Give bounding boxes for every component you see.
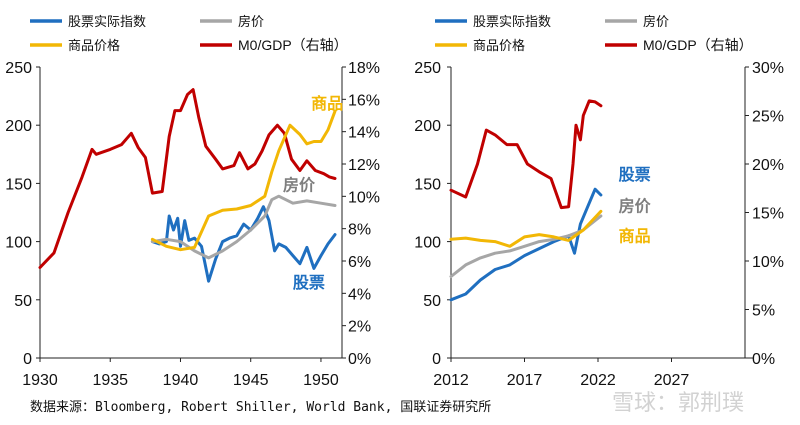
y-tick-label: 150 — [5, 176, 32, 193]
y-tick-label: 200 — [5, 118, 32, 135]
y2-tick-label: 0% — [752, 351, 775, 368]
y2-tick-label: 8% — [348, 222, 371, 239]
legend-label: M0/GDP（右轴） — [238, 37, 348, 53]
series-line-商品价格 — [449, 209, 603, 248]
y-tick-label: 0 — [432, 351, 441, 368]
x-tick-label: 1935 — [92, 372, 128, 389]
series-line-股票实际指数 — [449, 187, 603, 302]
legend-label: 股票实际指数 — [68, 15, 146, 30]
annotation-label: 股票 — [293, 273, 325, 292]
x-tick-label: 2022 — [580, 372, 616, 389]
y2-tick-label: 10% — [348, 189, 380, 206]
y2-tick-label: 0% — [348, 351, 371, 368]
y2-tick-label: 4% — [348, 286, 371, 303]
y2-tick-label: 10% — [752, 254, 784, 271]
series-line-M0/GDP（右轴） — [449, 99, 603, 210]
y2-tick-label: 14% — [348, 125, 380, 142]
y2-tick-label: 30% — [752, 60, 784, 77]
x-tick-label: 2027 — [654, 372, 690, 389]
source-note: 数据来源：Bloomberg, Robert Shiller, World Ba… — [30, 400, 492, 415]
watermark: 雪球：郭荆璞 — [612, 391, 745, 416]
legend-label: 商品价格 — [68, 38, 120, 54]
x-tick-label: 1950 — [303, 372, 339, 389]
y-tick-label: 200 — [414, 118, 441, 135]
y2-tick-label: 25% — [752, 109, 784, 126]
y-tick-label: 150 — [414, 176, 441, 193]
y-tick-label: 0 — [23, 351, 32, 368]
annotation-label: 房价 — [283, 175, 316, 194]
y2-tick-label: 12% — [348, 157, 380, 174]
y-tick-label: 100 — [414, 235, 441, 252]
annotation-label: 商品 — [311, 94, 343, 113]
y-tick-label: 50 — [14, 293, 32, 310]
x-tick-label: 1945 — [233, 372, 269, 389]
y-tick-label: 250 — [414, 60, 441, 77]
annotation-label: 股票 — [619, 165, 651, 184]
x-tick-label: 1930 — [22, 372, 58, 389]
legend-label: 房价 — [238, 14, 264, 30]
series-line-M0/GDP（右轴） — [38, 88, 337, 269]
y-tick-label: 250 — [5, 60, 32, 77]
series-line-房价 — [449, 214, 603, 278]
x-tick-label: 1940 — [163, 372, 199, 389]
annotation-label: 房价 — [619, 196, 652, 215]
y2-tick-label: 6% — [348, 254, 371, 271]
y2-tick-label: 20% — [752, 157, 784, 174]
y-tick-label: 100 — [5, 235, 32, 252]
series-line-商品价格 — [150, 109, 337, 252]
legend-label: M0/GDP（右轴） — [643, 37, 753, 53]
series-line-房价 — [150, 194, 337, 260]
y-tick-label: 50 — [423, 293, 441, 310]
y2-tick-label: 15% — [752, 206, 784, 223]
y2-tick-label: 5% — [752, 303, 775, 320]
series-line-股票实际指数 — [150, 205, 337, 283]
x-tick-label: 2012 — [433, 372, 469, 389]
legend-label: 房价 — [643, 14, 669, 30]
y2-tick-label: 16% — [348, 92, 380, 109]
legend-label: 商品价格 — [473, 38, 525, 54]
legend-label: 股票实际指数 — [473, 15, 551, 30]
y2-tick-label: 2% — [348, 319, 371, 336]
y2-tick-label: 18% — [348, 60, 380, 77]
annotation-label: 商品 — [619, 227, 651, 246]
x-tick-label: 2017 — [507, 372, 543, 389]
